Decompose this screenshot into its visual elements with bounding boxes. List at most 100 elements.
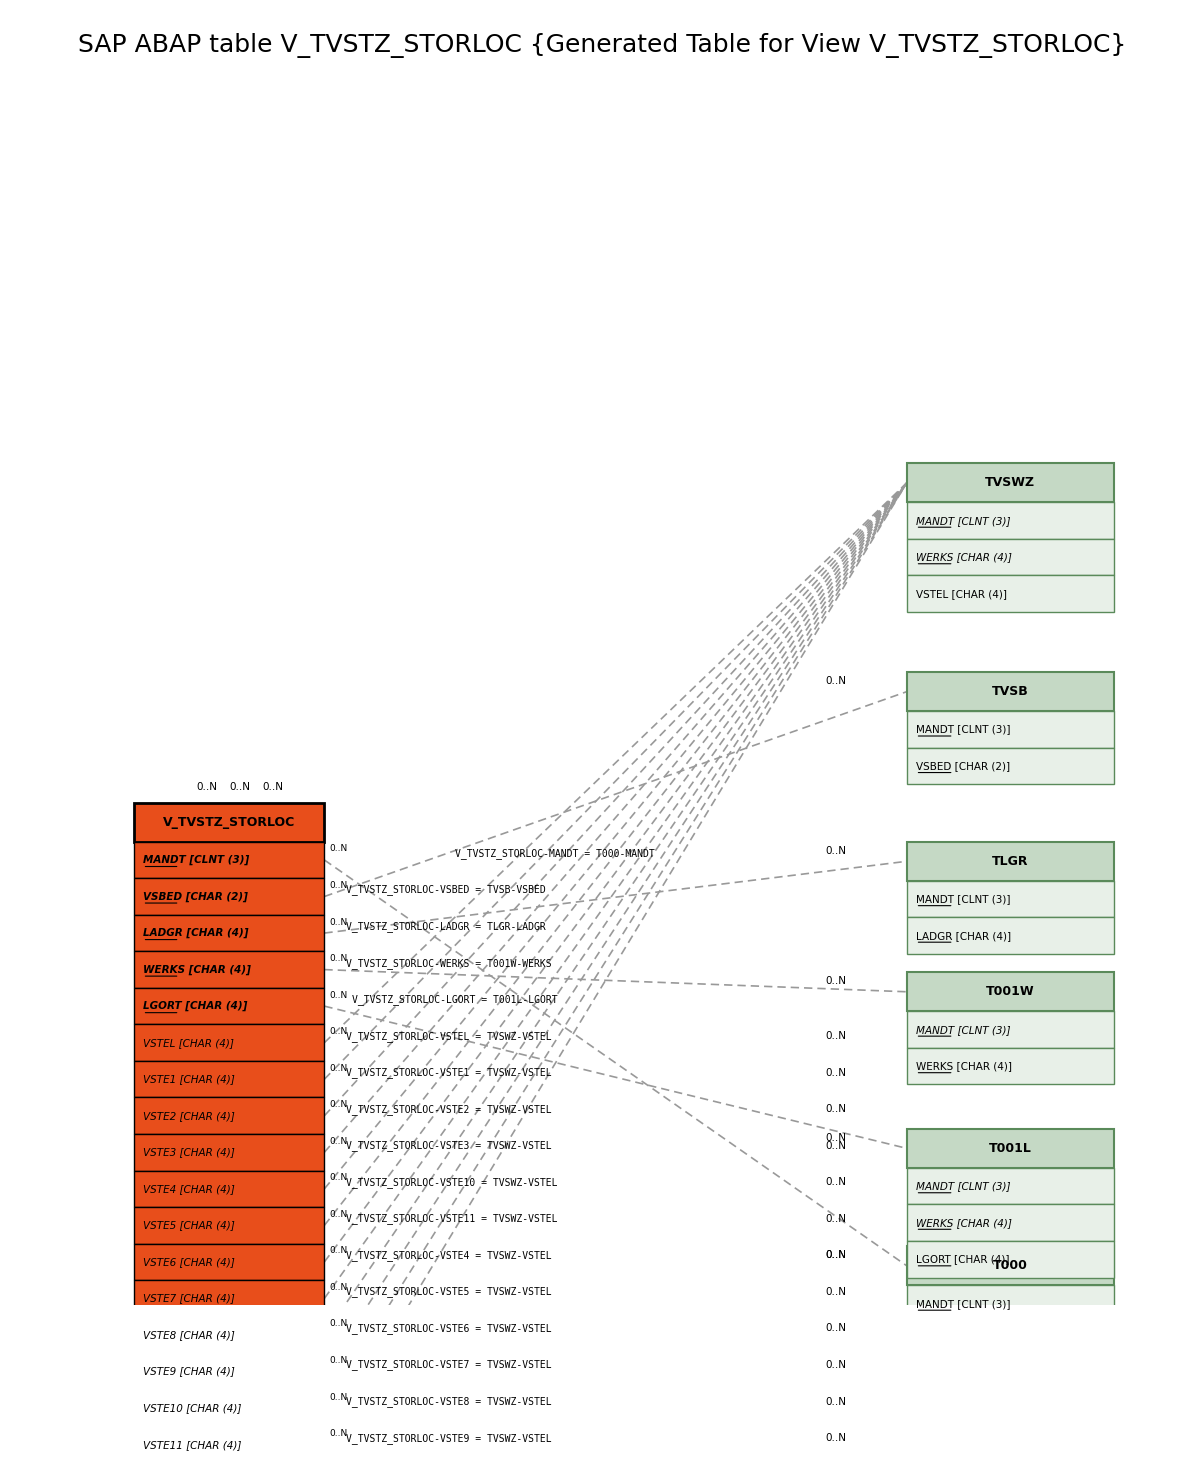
Text: T000: T000	[993, 1260, 1028, 1272]
Text: MANDT [CLNT (3)]: MANDT [CLNT (3)]	[915, 894, 1010, 904]
FancyBboxPatch shape	[907, 1285, 1114, 1321]
Text: VSTE3 [CHAR (4)]: VSTE3 [CHAR (4)]	[142, 1148, 235, 1158]
Text: V_TVSTZ_STORLOC-VSTE1 = TVSWZ-VSTEL: V_TVSTZ_STORLOC-VSTE1 = TVSWZ-VSTEL	[346, 1067, 551, 1077]
Text: 0..N: 0..N	[825, 1434, 846, 1442]
Text: VSTE4 [CHAR (4)]: VSTE4 [CHAR (4)]	[142, 1184, 235, 1194]
FancyBboxPatch shape	[134, 915, 324, 952]
Text: VSTE5 [CHAR (4)]: VSTE5 [CHAR (4)]	[142, 1221, 235, 1231]
Text: WERKS [CHAR (4)]: WERKS [CHAR (4)]	[915, 552, 1011, 562]
FancyBboxPatch shape	[907, 1129, 1114, 1168]
FancyBboxPatch shape	[907, 1168, 1114, 1204]
Text: VSTE10 [CHAR (4)]: VSTE10 [CHAR (4)]	[142, 1403, 241, 1413]
FancyBboxPatch shape	[134, 1390, 324, 1426]
FancyBboxPatch shape	[907, 575, 1114, 612]
Text: TVSB: TVSB	[992, 685, 1028, 698]
Text: LADGR [CHAR (4)]: LADGR [CHAR (4)]	[915, 930, 1010, 940]
Text: VSTE1 [CHAR (4)]: VSTE1 [CHAR (4)]	[142, 1075, 235, 1085]
Text: 0..N: 0..N	[825, 1177, 846, 1187]
Text: 0..N: 0..N	[825, 845, 846, 856]
Text: 0..N: 0..N	[330, 1320, 348, 1329]
Text: TVSWZ: TVSWZ	[985, 476, 1035, 489]
Text: 0..N: 0..N	[825, 1133, 846, 1143]
Text: 0..N: 0..N	[330, 1174, 348, 1183]
Text: 0..N: 0..N	[330, 1247, 348, 1256]
FancyBboxPatch shape	[134, 1244, 324, 1280]
Text: VSBED [CHAR (2)]: VSBED [CHAR (2)]	[142, 892, 248, 902]
FancyBboxPatch shape	[134, 842, 324, 879]
Text: 0..N: 0..N	[825, 1140, 846, 1150]
Text: 0..N: 0..N	[330, 1137, 348, 1146]
FancyBboxPatch shape	[907, 502, 1114, 539]
Text: 0..N: 0..N	[825, 977, 846, 987]
FancyBboxPatch shape	[907, 1012, 1114, 1048]
Text: 0..N: 0..N	[330, 953, 348, 964]
Text: VSTEL [CHAR (4)]: VSTEL [CHAR (4)]	[915, 588, 1007, 599]
FancyBboxPatch shape	[134, 1025, 324, 1061]
Text: V_TVSTZ_STORLOC-VSTE8 = TVSWZ-VSTEL: V_TVSTZ_STORLOC-VSTE8 = TVSWZ-VSTEL	[346, 1396, 551, 1407]
Text: WERKS [CHAR (4)]: WERKS [CHAR (4)]	[915, 1218, 1011, 1228]
Text: 0..N: 0..N	[330, 880, 348, 891]
Text: MANDT [CLNT (3)]: MANDT [CLNT (3)]	[915, 1299, 1010, 1308]
Text: MANDT [CLNT (3)]: MANDT [CLNT (3)]	[915, 515, 1010, 526]
FancyBboxPatch shape	[907, 880, 1114, 917]
Text: 0..N: 0..N	[825, 1250, 846, 1260]
Text: V_TVSTZ_STORLOC-MANDT = T000-MANDT: V_TVSTZ_STORLOC-MANDT = T000-MANDT	[455, 848, 655, 858]
Text: MANDT [CLNT (3)]: MANDT [CLNT (3)]	[142, 856, 249, 866]
Text: T001W: T001W	[986, 986, 1034, 999]
Text: 0..N: 0..N	[825, 1250, 846, 1260]
Text: VSTE8 [CHAR (4)]: VSTE8 [CHAR (4)]	[142, 1330, 235, 1340]
FancyBboxPatch shape	[134, 879, 324, 915]
Text: MANDT [CLNT (3)]: MANDT [CLNT (3)]	[915, 1025, 1010, 1035]
Text: VSTE7 [CHAR (4)]: VSTE7 [CHAR (4)]	[142, 1294, 235, 1304]
Text: 0..N: 0..N	[825, 1213, 846, 1223]
Text: 0..N: 0..N	[330, 917, 348, 927]
Text: VSTE9 [CHAR (4)]: VSTE9 [CHAR (4)]	[142, 1367, 235, 1377]
Text: 0..N: 0..N	[825, 1067, 846, 1077]
Text: VSTE11 [CHAR (4)]: VSTE11 [CHAR (4)]	[142, 1440, 241, 1450]
Text: 0..N: 0..N	[262, 783, 283, 793]
Text: 0..N: 0..N	[825, 1031, 846, 1041]
Text: V_TVSTZ_STORLOC-VSTE2 = TVSWZ-VSTEL: V_TVSTZ_STORLOC-VSTE2 = TVSWZ-VSTEL	[346, 1104, 551, 1114]
Text: 0..N: 0..N	[330, 1101, 348, 1110]
Text: V_TVSTZ_STORLOC-VSTE9 = TVSWZ-VSTEL: V_TVSTZ_STORLOC-VSTE9 = TVSWZ-VSTEL	[346, 1432, 551, 1444]
Text: 0..N: 0..N	[330, 991, 348, 1000]
FancyBboxPatch shape	[134, 1134, 324, 1171]
FancyBboxPatch shape	[134, 803, 324, 842]
FancyBboxPatch shape	[134, 1280, 324, 1317]
FancyBboxPatch shape	[134, 1061, 324, 1098]
Text: 0..N: 0..N	[330, 1064, 348, 1073]
FancyBboxPatch shape	[134, 1098, 324, 1134]
FancyBboxPatch shape	[907, 711, 1114, 748]
Text: 0..N: 0..N	[825, 1286, 846, 1296]
FancyBboxPatch shape	[134, 1317, 324, 1353]
Text: V_TVSTZ_STORLOC-VSTE6 = TVSWZ-VSTEL: V_TVSTZ_STORLOC-VSTE6 = TVSWZ-VSTEL	[346, 1323, 551, 1334]
FancyBboxPatch shape	[134, 1353, 324, 1390]
Text: 0..N: 0..N	[330, 1210, 348, 1219]
Text: V_TVSTZ_STORLOC-LGORT = T001L-LGORT: V_TVSTZ_STORLOC-LGORT = T001L-LGORT	[352, 994, 557, 1004]
Text: LGORT [CHAR (4)]: LGORT [CHAR (4)]	[142, 1002, 247, 1012]
Text: VSTEL [CHAR (4)]: VSTEL [CHAR (4)]	[142, 1038, 234, 1048]
FancyBboxPatch shape	[134, 1171, 324, 1207]
FancyBboxPatch shape	[907, 748, 1114, 784]
FancyBboxPatch shape	[134, 1207, 324, 1244]
Text: VSTE2 [CHAR (4)]: VSTE2 [CHAR (4)]	[142, 1111, 235, 1121]
Text: V_TVSTZ_STORLOC-VSTEL = TVSWZ-VSTEL: V_TVSTZ_STORLOC-VSTEL = TVSWZ-VSTEL	[346, 1031, 551, 1041]
FancyBboxPatch shape	[907, 917, 1114, 953]
Text: MANDT [CLNT (3)]: MANDT [CLNT (3)]	[915, 724, 1010, 734]
Text: 0..N: 0..N	[825, 1323, 846, 1333]
FancyBboxPatch shape	[907, 1048, 1114, 1085]
Text: TLGR: TLGR	[992, 854, 1028, 867]
FancyBboxPatch shape	[907, 842, 1114, 880]
Text: V_TVSTZ_STORLOC-VSTE10 = TVSWZ-VSTEL: V_TVSTZ_STORLOC-VSTE10 = TVSWZ-VSTEL	[346, 1177, 557, 1188]
Text: SAP ABAP table V_TVSTZ_STORLOC {Generated Table for View V_TVSTZ_STORLOC}: SAP ABAP table V_TVSTZ_STORLOC {Generate…	[78, 34, 1126, 58]
Text: 0..N: 0..N	[330, 844, 348, 854]
Text: 0..N: 0..N	[330, 1028, 348, 1037]
Text: 0..N: 0..N	[330, 1393, 348, 1402]
Text: 0..N: 0..N	[230, 783, 250, 793]
Text: LADGR [CHAR (4)]: LADGR [CHAR (4)]	[142, 929, 248, 939]
Text: V_TVSTZ_STORLOC-VSTE5 = TVSWZ-VSTEL: V_TVSTZ_STORLOC-VSTE5 = TVSWZ-VSTEL	[346, 1286, 551, 1298]
Text: V_TVSTZ_STORLOC-LADGR = TLGR-LADGR: V_TVSTZ_STORLOC-LADGR = TLGR-LADGR	[346, 921, 545, 931]
FancyBboxPatch shape	[907, 972, 1114, 1012]
FancyBboxPatch shape	[134, 1426, 324, 1460]
FancyBboxPatch shape	[134, 988, 324, 1025]
